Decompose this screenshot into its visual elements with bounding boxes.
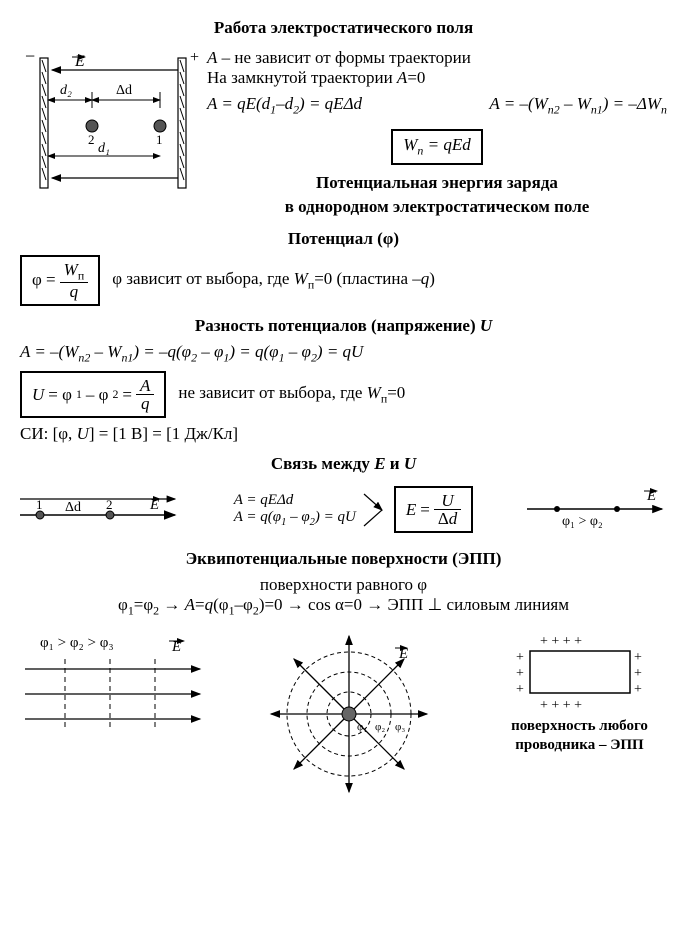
relation-box: E = UΔd [394, 486, 473, 533]
voltage-box: U = φ1 – φ2 = Aq [20, 371, 166, 418]
relation-title: Связь между E и U [20, 454, 667, 474]
svg-text:φ₁ > φ₂ > φ₃: φ₁ > φ₂ > φ₃ [40, 635, 114, 651]
voltage-title: Разность потенциалов (напряжение) U [20, 316, 667, 336]
parallel-plate-diagram: − + E d₂ Δd 2 1 d₁ [20, 48, 195, 198]
work-box: Wп = qEd [391, 129, 483, 164]
svg-text:φ₃: φ₃ [395, 721, 405, 733]
svg-text:1: 1 [156, 132, 163, 147]
work-row: − + E d₂ Δd 2 1 d₁ A – не зависит от фор… [20, 48, 667, 223]
svg-text:d₁: d₁ [98, 141, 110, 156]
minus-sign: − [25, 46, 35, 66]
svg-text:+: + [634, 682, 642, 697]
epp-title: Эквипотенциальные поверхности (ЭПП) [20, 549, 667, 569]
svg-text:+: + [516, 682, 524, 697]
svg-text:Δd: Δd [116, 83, 132, 98]
svg-text:φ₂: φ₂ [375, 721, 385, 733]
section-work-title: Работа электростатического поля [20, 18, 667, 38]
epp-uniform-diagram: φ₁ > φ₂ > φ₃ E [20, 629, 205, 749]
potential-box: φ = Wпq [20, 255, 100, 306]
work-line1: A – не зависит от формы траектории [207, 48, 667, 68]
potential-text: φ зависит от выбора, где Wп=0 (пластина … [112, 269, 435, 292]
conductor-caption1: поверхность любого [511, 718, 648, 735]
conductor-caption2: проводника – ЭПП [515, 737, 643, 754]
voltage-eq1: A = –(Wп2 – Wп1) = –q(φ2 – φ1) = q(φ1 – … [20, 342, 667, 365]
svg-text:2: 2 [88, 132, 95, 147]
relation-right-diagram: φ₁ > φ₂ E [527, 485, 667, 535]
brace-icon [362, 488, 388, 532]
epp-line1: поверхности равного φ [20, 575, 667, 595]
svg-text:+: + [516, 666, 524, 681]
epp-radial-diagram: E φ₁ φ₂ φ₃ [259, 629, 439, 794]
svg-text:E: E [74, 53, 85, 70]
relation-left-diagram: 1 2 Δd E [20, 485, 180, 535]
work-line2: На замкнутой траектории A=0 [207, 68, 667, 88]
svg-text:+: + [634, 650, 642, 665]
work-eq-right: A = –(Wп2 – Wп1) = –ΔWп [489, 94, 667, 117]
relation-eqA2: A = q(φ1 – φ2) = qU [234, 509, 356, 528]
svg-text:E: E [646, 488, 656, 504]
work-eq-left: A = qE(d1–d2) = qEΔd [207, 94, 362, 117]
svg-text:d₂: d₂ [60, 83, 72, 98]
svg-text:φ₁ > φ₂: φ₁ > φ₂ [562, 514, 603, 529]
epp-line2: φ1=φ2 → A=q(φ1–φ2)=0 → cos α=0 → ЭПП ⊥ с… [20, 595, 667, 618]
svg-text:+ + + +: + + + + [540, 698, 582, 713]
plus-sign: + [190, 49, 199, 66]
epp-conductor-diagram: + + + + + + + + +++ +++ [500, 629, 660, 714]
svg-text:1: 1 [36, 497, 43, 512]
potential-title: Потенциал (φ) [20, 229, 667, 249]
voltage-text: не зависит от выбора, где Wп=0 [178, 383, 405, 406]
svg-text:2: 2 [106, 497, 113, 512]
svg-text:+: + [634, 666, 642, 681]
svg-text:Δd: Δd [65, 500, 81, 515]
pe-subtitle1: Потенциальная энергия заряда [207, 173, 667, 193]
relation-eqA1: A = qEΔd [234, 492, 356, 509]
si-units: СИ: [φ, U] = [1 В] = [1 Дж/Кл] [20, 424, 667, 444]
svg-text:+: + [516, 650, 524, 665]
svg-text:φ₁: φ₁ [357, 721, 367, 733]
pe-subtitle2: в однородном электростатическом поле [207, 197, 667, 217]
svg-text:+ + + +: + + + + [540, 634, 582, 649]
